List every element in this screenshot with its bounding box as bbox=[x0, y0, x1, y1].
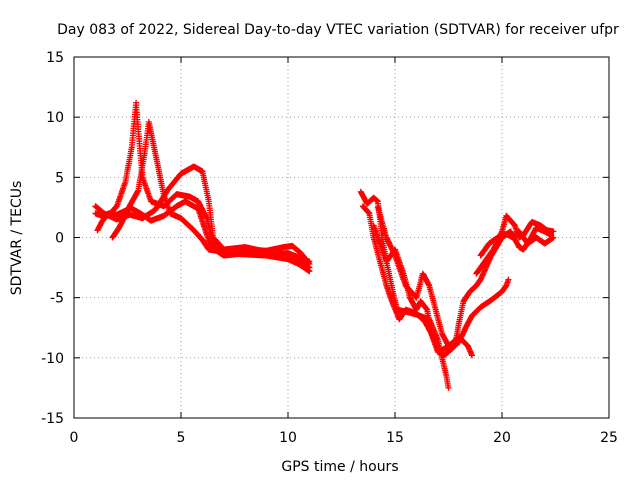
y-tick-label: 5 bbox=[55, 170, 64, 186]
x-tick-label: 15 bbox=[386, 430, 404, 446]
series-track-4 bbox=[109, 198, 313, 265]
x-tick-label: 25 bbox=[600, 430, 618, 446]
axis-ticks: 0 5 10 15 20 25 -15 -10 -5 0 5 10 15 bbox=[41, 50, 618, 446]
x-tick-label: 5 bbox=[177, 430, 186, 446]
y-tick-label: -5 bbox=[50, 291, 64, 307]
x-axis-label: GPS time / hours bbox=[281, 459, 398, 475]
series-track-3 bbox=[92, 163, 313, 271]
x-tick-label: 20 bbox=[493, 430, 511, 446]
y-axis-label: SDTVAR / TECUs bbox=[9, 181, 25, 296]
data-marks bbox=[92, 99, 557, 391]
series-track-6 bbox=[359, 203, 475, 359]
y-tick-label: -15 bbox=[41, 411, 64, 427]
data-point bbox=[550, 228, 557, 235]
x-tick-label: 0 bbox=[70, 430, 79, 446]
y-tick-label: 10 bbox=[46, 110, 64, 126]
x-tick-label: 10 bbox=[279, 430, 297, 446]
data-point bbox=[306, 258, 313, 265]
series-track-2 bbox=[94, 119, 313, 267]
y-tick-label: -10 bbox=[41, 351, 64, 367]
series-track-10 bbox=[477, 228, 557, 259]
series-track-8 bbox=[374, 204, 512, 349]
data-point bbox=[445, 384, 452, 391]
data-point bbox=[469, 352, 475, 359]
y-tick-label: 15 bbox=[46, 50, 64, 66]
chart-title: Day 083 of 2022, Sidereal Day-to-day VTE… bbox=[57, 22, 619, 38]
data-point bbox=[505, 276, 512, 283]
data-point bbox=[306, 264, 313, 271]
data-point bbox=[550, 234, 557, 241]
y-tick-label: 0 bbox=[55, 231, 64, 247]
